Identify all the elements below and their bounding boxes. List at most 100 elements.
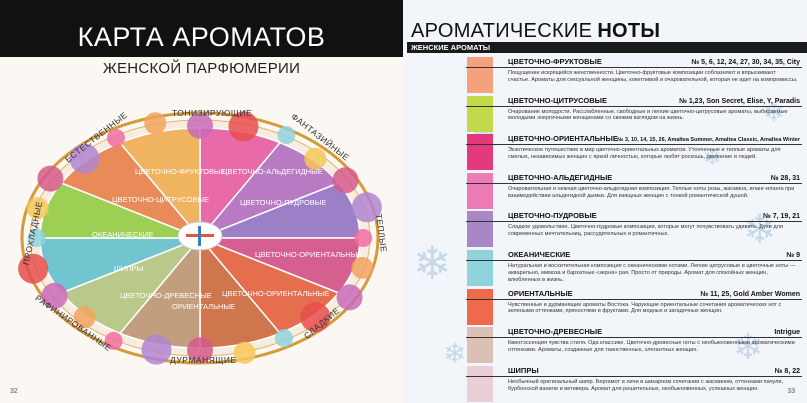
- flower-decoration: [277, 126, 296, 145]
- note-numbers: Intrigue: [774, 329, 800, 337]
- section-header: ЖЕНСКИЕ АРОМАТЫ: [407, 42, 807, 53]
- segment-floral-oriental: ЦВЕТОЧНО-ОРИЕНТАЛЬНЫЕ: [255, 250, 363, 259]
- flower-decoration: [336, 284, 363, 311]
- page-title-row: АРОМАТИЧЕСКИЕ НОТЫ: [411, 20, 807, 42]
- note-numbers: № 28, 31: [770, 174, 800, 182]
- snowflake-icon: ❄: [443, 337, 467, 370]
- ring-label-energizing: ТОНИЗИРУЮЩИЕ: [172, 108, 253, 118]
- note-description: Пощущение искрящейся женственности. Цвет…: [508, 70, 798, 83]
- note-name: ШИПРЫ: [508, 365, 539, 375]
- note-numbers: № 5, 6, 12, 24, 27, 30, 34, 35, City: [691, 59, 800, 66]
- note-description: Экзотическое путешествие в мир цветочно-…: [508, 147, 781, 160]
- note-color-swatch: [467, 250, 493, 286]
- note-entry: ШИПРЫ № 8, 22 Необычный оригинальный шипр.…: [466, 366, 802, 403]
- flower-decoration: [144, 112, 167, 135]
- note-header: ЦВЕТОЧНО-ЦИТРУСОВЫЕ № 1,23, Son Secret, E…: [466, 96, 802, 107]
- note-name: ОРИЕНТАЛЬНЫЕ: [508, 288, 573, 298]
- flower-decoration: [37, 165, 64, 192]
- note-description: Очарование молодости. Расслабленные, сво…: [508, 108, 788, 122]
- note-numbers: № 11, 25, Gold Amber Women: [700, 290, 800, 298]
- flower-decoration: [228, 111, 259, 142]
- note-description: Очаровательная и нежная цветочно-альдеги…: [508, 185, 795, 199]
- note-name: ЦВЕТОЧНО-ЦИТРУСОВЫЕ: [508, 95, 607, 105]
- note-entry: ЦВЕТОЧНО-ФРУКТОВЫЕ № 5, 6, 12, 24, 27, 30…: [466, 57, 802, 95]
- snowflake-icon: ❄: [703, 146, 722, 171]
- note-numbers: № 8, 22: [774, 367, 800, 375]
- flower-decoration: [73, 306, 96, 329]
- flower-decoration: [300, 302, 331, 333]
- flower-decoration: [26, 197, 49, 220]
- note-header: ОКЕАНИЧЕСКИЕ № 9: [466, 250, 802, 261]
- flower-decoration: [233, 341, 256, 364]
- note-entry: ЦВЕТОЧНО-АЛЬДЕГИДНЫЕ № 28, 31 Очаровательн…: [466, 173, 802, 211]
- note-header: ЦВЕТОЧНО-ФРУКТОВЫЕ № 5, 6, 12, 24, 27, 30…: [466, 57, 802, 68]
- flower-decoration: [332, 167, 359, 194]
- flower-decoration: [304, 147, 327, 170]
- note-name: ЦВЕТОЧНО-ПУДРОВЫЕ: [508, 211, 597, 221]
- center-arrow-v: [198, 226, 201, 246]
- flower-decoration: [187, 112, 213, 139]
- snowflake-icon: ❄: [413, 236, 452, 290]
- segment-floral-aldehydic: ЦВЕТОЧНО-АЛЬДЕГИДНЫЕ: [222, 167, 323, 176]
- fragrance-wheel: [18, 111, 382, 365]
- right-page: ❄ ❄ ❄ ❄ ❄ ❄ ❄ АРОМАТИЧЕСКИЕ НОТЫ ЖЕНСКИЕ…: [403, 0, 807, 403]
- note-name: ЦВЕТОЧНО-ОРИЕНТАЛЬНЫЕ: [508, 134, 618, 144]
- segment-oceanic: ОКЕАНИЧЕСКИЕ: [92, 230, 154, 239]
- flower-decoration: [187, 337, 213, 364]
- flower-decoration: [141, 334, 172, 365]
- ring-label-intoxicating: ДУРМАНЯЩИЕ: [170, 355, 237, 365]
- left-page: КАРТА АРОМАТОВ ЖЕНСКОЙ ПАРФЮМЕРИИ ЦВЕТОЧ…: [0, 0, 403, 403]
- flower-decoration: [275, 329, 293, 347]
- segment-oriental: ОРИЕНТАЛЬНЫЕ: [172, 302, 236, 311]
- note-entry: ЦВЕТОЧНО-ДРЕВЕСНЫЕ Intrigue Квинтэссенция …: [466, 327, 802, 365]
- flower-decoration: [351, 256, 374, 279]
- note-color-swatch: [467, 95, 493, 132]
- note-numbers: № 9: [786, 252, 800, 259]
- page-title: КАРТА АРОМАТОВ: [77, 22, 326, 52]
- page-number-right: 33: [787, 388, 795, 395]
- note-header: ЦВЕТОЧНО-АЛЬДЕГИДНЫЕ № 28, 31: [466, 173, 802, 184]
- note-description: Квинтэссенция чувства стиля. Ода классик…: [508, 340, 795, 353]
- segment-oriental-floral: ЦВЕТОЧНО-ОРИЕНТАЛЬНЫЕ: [222, 289, 330, 298]
- segment-floral-citrus: ЦВЕТОЧНО-ЦИТРУСОВЫЕ: [112, 195, 210, 204]
- left-header-band: [0, 0, 403, 57]
- note-header: ЦВЕТОЧНО-ПУДРОВЫЕ № 7, 19, 21: [466, 211, 802, 223]
- note-description: Необычный оригинальный шипр. Бергамот и …: [508, 378, 784, 392]
- note-name: ЦВЕТОЧНО-АЛЬДЕГИДНЫЕ: [508, 172, 613, 182]
- flower-decoration: [104, 331, 123, 350]
- note-description: Натуральная и восхитительная композиция …: [508, 263, 796, 283]
- page-title-bold: НОТЫ: [597, 20, 661, 42]
- note-color-swatch: [467, 288, 493, 325]
- note-color-swatch: [467, 211, 493, 248]
- note-header: ШИПРЫ № 8, 22: [466, 366, 802, 377]
- note-numbers: № 1,23, Son Secret, Elise, Y, Paradis: [679, 97, 800, 105]
- flower-decoration: [351, 192, 382, 223]
- note-header: ОРИЕНТАЛЬНЫЕ № 11, 25, Gold Amber Women: [466, 289, 802, 300]
- page-number-left: 32: [10, 388, 18, 395]
- page-title-light: АРОМАТИЧЕСКИЕ: [411, 20, 593, 42]
- flower-decoration: [69, 143, 100, 174]
- flower-decoration: [354, 229, 373, 247]
- note-description: Сладкое удовольствие. Цветочно-пудровые …: [508, 224, 783, 238]
- note-description: Чувственные и дурманящие ароматы Востока…: [508, 301, 782, 315]
- note-color-swatch: [467, 134, 493, 171]
- note-name: ЦВЕТОЧНО-ФРУКТОВЫЕ: [508, 57, 602, 66]
- snowflake-icon: ❄: [743, 207, 777, 253]
- flower-decoration: [107, 129, 125, 147]
- note-name: ОКЕАНИЧЕСКИЕ: [508, 250, 571, 259]
- note-color-swatch: [467, 327, 493, 364]
- segment-floral-fruity: ЦВЕТОЧНО-ФРУКТОВЫЕ: [135, 167, 226, 176]
- segment-floral-powdery: ЦВЕТОЧНО-ПУДРОВЫЕ: [240, 198, 327, 207]
- note-entry: ОКЕАНИЧЕСКИЕ № 9 Натуральная и восхититель…: [466, 250, 802, 288]
- flower-decoration: [27, 229, 46, 247]
- snowflake-icon: ❄: [733, 327, 764, 368]
- note-color-swatch: [467, 365, 493, 402]
- note-entry: ЦВЕТОЧНО-ЦИТРУСОВЫЕ № 1,23, Son Secret, E…: [466, 96, 802, 134]
- note-header: ЦВЕТОЧНО-ОРИЕНТАЛЬНЫЕ № 3, 10, 14, 15, 26…: [466, 134, 802, 146]
- note-color-swatch: [467, 172, 493, 209]
- flower-decoration: [41, 282, 68, 309]
- note-numbers: № 3, 10, 14, 15, 26, Amaltea Summer, Ama…: [617, 137, 800, 144]
- segment-chypre: ШИПРЫ: [114, 264, 144, 273]
- note-header: ЦВЕТОЧНО-ДРЕВЕСНЫЕ Intrigue: [466, 327, 802, 339]
- note-entry: ОРИЕНТАЛЬНЫЕ № 11, 25, Gold Amber Women Чу…: [466, 289, 802, 327]
